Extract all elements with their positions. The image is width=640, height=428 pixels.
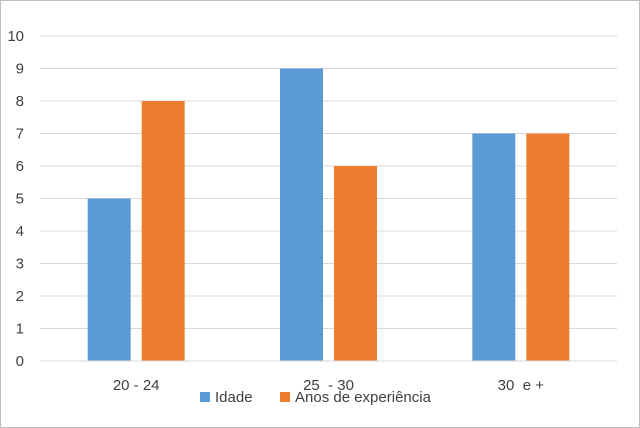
y-axis-tick-labels: 0 1 2 3 4 5 6 7 8 9 10 [7, 28, 24, 370]
legend-swatch-anos-de-experiencia [280, 392, 290, 402]
y-tick-label: 0 [16, 353, 24, 370]
legend[interactable]: Idade Anos de experiência [200, 389, 432, 406]
x-tick-label: 20 - 24 [113, 377, 160, 394]
y-tick-label: 1 [16, 321, 24, 338]
y-tick-label: 7 [16, 126, 24, 143]
bar-anos-de-experi-ncia-3 [526, 133, 570, 361]
x-tick-label: 25 - 30 [303, 377, 354, 394]
y-tick-label: 10 [7, 28, 24, 45]
y-tick-label: 6 [16, 158, 24, 175]
bar-idade-1 [87, 198, 131, 361]
bar-anos-de-experi-ncia-1 [141, 101, 185, 361]
gridlines [40, 35, 617, 329]
legend-swatch-idade [200, 392, 210, 402]
x-axis-tick-labels: 20 - 24 25 - 30 30 e + [113, 377, 544, 394]
bar-anos-de-experi-ncia-2 [334, 166, 377, 361]
legend-label-anos-de-experiencia: Anos de experiência [295, 389, 432, 406]
y-tick-label: 2 [16, 288, 24, 305]
y-tick-label: 4 [16, 223, 24, 240]
x-tick-label: 30 e + [498, 377, 545, 394]
legend-label-idade: Idade [215, 389, 253, 406]
bar-idade-3 [472, 133, 516, 361]
y-tick-label: 8 [16, 93, 24, 110]
bars [87, 68, 570, 361]
y-tick-label: 3 [16, 256, 24, 273]
bar-idade-2 [280, 68, 323, 361]
y-tick-label: 9 [16, 61, 24, 78]
y-tick-label: 5 [16, 191, 24, 208]
